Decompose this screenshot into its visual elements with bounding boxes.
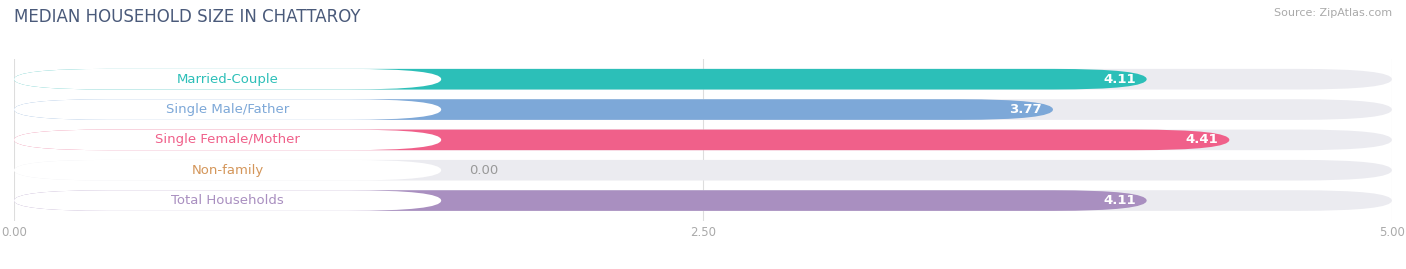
FancyBboxPatch shape [14, 130, 441, 150]
Text: 4.41: 4.41 [1185, 133, 1219, 146]
FancyBboxPatch shape [14, 190, 1392, 211]
Text: Source: ZipAtlas.com: Source: ZipAtlas.com [1274, 8, 1392, 18]
FancyBboxPatch shape [14, 69, 1147, 90]
Text: Total Households: Total Households [172, 194, 284, 207]
Text: 3.77: 3.77 [1010, 103, 1042, 116]
Text: Single Male/Father: Single Male/Father [166, 103, 290, 116]
Text: 4.11: 4.11 [1104, 194, 1136, 207]
FancyBboxPatch shape [14, 190, 441, 211]
FancyBboxPatch shape [14, 69, 1392, 90]
FancyBboxPatch shape [14, 130, 1229, 150]
Text: 4.11: 4.11 [1104, 73, 1136, 86]
Text: Non-family: Non-family [191, 164, 264, 177]
Text: Married-Couple: Married-Couple [177, 73, 278, 86]
FancyBboxPatch shape [14, 160, 1392, 180]
FancyBboxPatch shape [14, 99, 1392, 120]
FancyBboxPatch shape [14, 160, 441, 180]
FancyBboxPatch shape [14, 130, 1392, 150]
Text: MEDIAN HOUSEHOLD SIZE IN CHATTAROY: MEDIAN HOUSEHOLD SIZE IN CHATTAROY [14, 8, 360, 26]
FancyBboxPatch shape [14, 190, 1147, 211]
Text: Single Female/Mother: Single Female/Mother [155, 133, 299, 146]
FancyBboxPatch shape [14, 99, 441, 120]
FancyBboxPatch shape [14, 69, 441, 90]
FancyBboxPatch shape [14, 99, 1053, 120]
Text: 0.00: 0.00 [468, 164, 498, 177]
